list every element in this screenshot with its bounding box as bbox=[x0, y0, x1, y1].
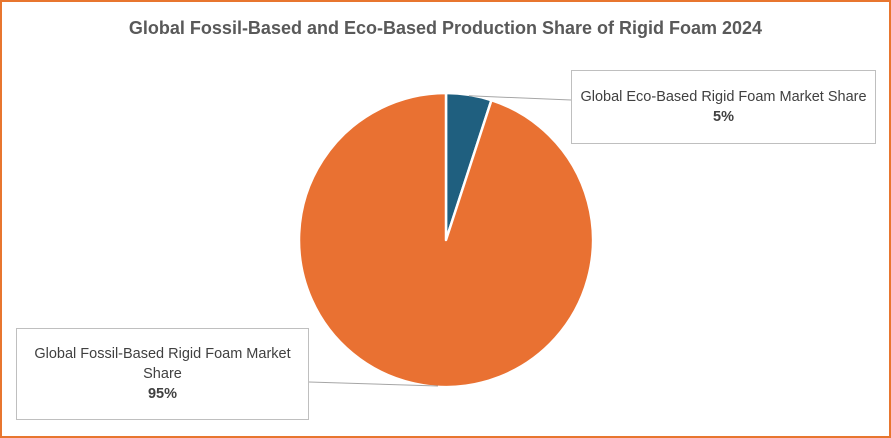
callout-eco-based: Global Eco-Based Rigid Foam Market Share… bbox=[571, 70, 876, 144]
chart-title: Global Fossil-Based and Eco-Based Produc… bbox=[128, 18, 763, 38]
callout-fossil-value: 95% bbox=[147, 386, 178, 402]
leader-line-fossil-based bbox=[308, 381, 439, 387]
callout-fossil-label: Global Fossil-Based Rigid Foam Market Sh… bbox=[34, 346, 291, 382]
callout-fossil-based: Global Fossil-Based Rigid Foam Market Sh… bbox=[16, 328, 309, 420]
leader-line-eco-based bbox=[468, 95, 572, 101]
pie-slice-fossil-based bbox=[297, 91, 595, 389]
callout-eco-label: Global Eco-Based Rigid Foam Market Share bbox=[580, 89, 867, 105]
callout-eco-value: 5% bbox=[713, 109, 734, 125]
